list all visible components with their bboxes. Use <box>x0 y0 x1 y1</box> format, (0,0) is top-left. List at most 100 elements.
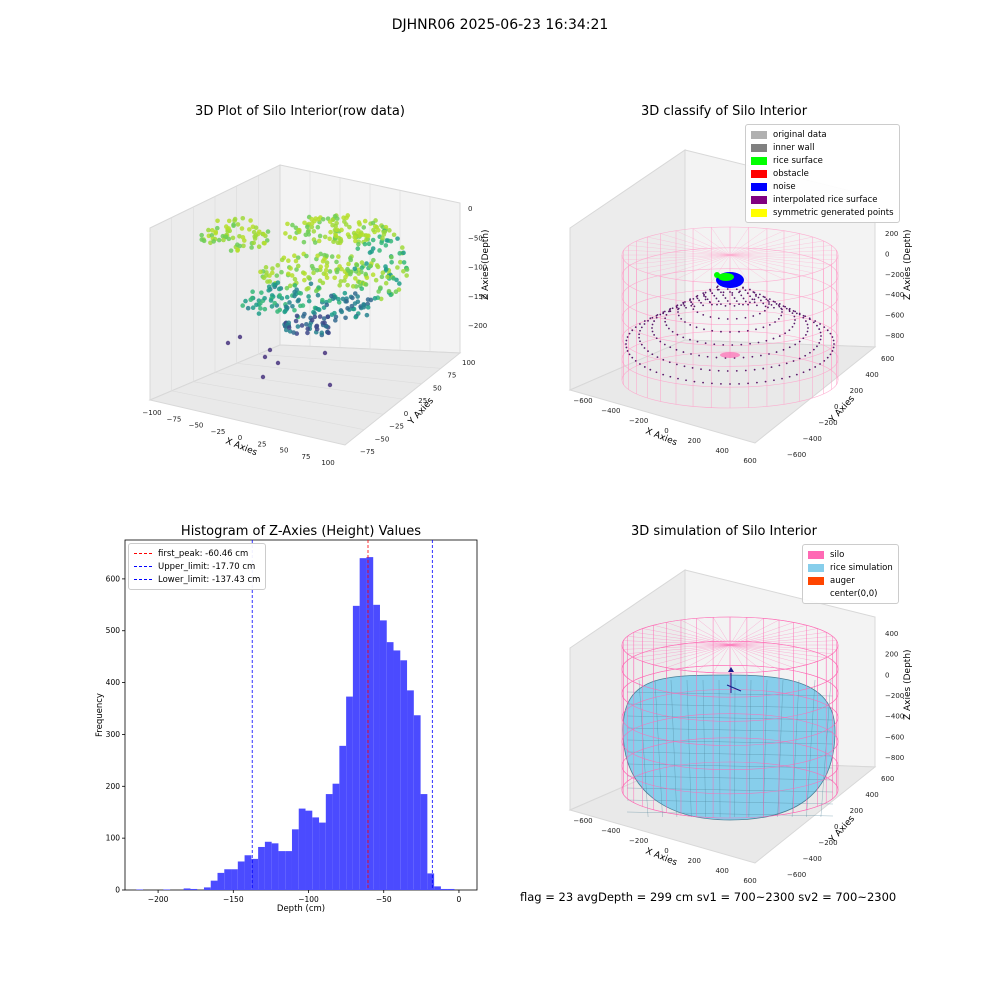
legend-swatch <box>751 130 767 139</box>
simulation-z-tick-label: −400 <box>885 713 904 721</box>
simulation-auger <box>726 667 742 693</box>
classify-z-tick-label: −200 <box>885 271 904 279</box>
raw-x-ticks: −100 −75 −50 −25 0 25 50 75 100 <box>142 409 334 465</box>
histogram-reference-lines <box>251 540 433 890</box>
histogram-bar <box>251 858 259 890</box>
histogram-bar <box>183 888 191 890</box>
classify-legend-item: symmetric generated points <box>751 206 894 219</box>
simulation-y-tick-label: 0 <box>834 823 838 831</box>
simulation-z-tick-label: −800 <box>885 754 904 762</box>
legend-line-swatch <box>134 553 152 554</box>
raw-x-tick-label: −25 <box>211 428 226 436</box>
legend-line-swatch <box>134 566 152 567</box>
legend-swatch <box>751 208 767 217</box>
legend-swatch <box>751 156 767 165</box>
raw-z-label: Z Axies (Depth) <box>481 229 491 300</box>
classify-legend-item: interpolated rice surface <box>751 193 894 206</box>
classify-y-tick-label: 400 <box>865 371 878 379</box>
legend-label: noise <box>773 181 796 192</box>
histogram-bar <box>420 794 428 890</box>
histogram-y-label: Frequency <box>95 693 105 737</box>
classify-x-tick-label: 200 <box>688 437 701 445</box>
classify-z-tick-label: 200 <box>885 230 898 238</box>
classify-legend-item: original data <box>751 128 894 141</box>
histogram-bar <box>258 846 265 890</box>
histogram-bar <box>312 817 320 890</box>
legend-line-swatch <box>134 579 152 580</box>
histogram-legend-item: first_peak: -60.46 cm <box>134 547 260 560</box>
raw-x-tick-label: 75 <box>302 453 311 461</box>
legend-swatch <box>751 182 767 191</box>
histogram-legend: first_peak: -60.46 cm Upper_limit: -17.70… <box>128 543 267 590</box>
histogram-bar <box>244 855 252 890</box>
simulation-rice-surface <box>622 674 836 821</box>
histogram-bar <box>319 822 326 890</box>
classify-legend-item: obstacle <box>751 167 894 180</box>
raw-z-tick-label: −150 <box>468 293 487 301</box>
simulation-y-tick-label: −600 <box>787 871 806 879</box>
raw-z-tick-label: 0 <box>468 205 472 213</box>
histogram-bar <box>352 605 360 890</box>
classify-y-tick-label: 200 <box>850 387 863 395</box>
histogram-bar <box>434 886 441 890</box>
simulation-x-tick-label: 400 <box>715 867 728 875</box>
simulation-z-tick-label: 200 <box>885 651 898 659</box>
simulation-z-ticks: 400 200 0 −200 −400 −600 −800 <box>885 630 904 762</box>
histogram-x-tick-label: −100 <box>298 895 319 904</box>
raw-y-tick-label: 25 <box>418 397 427 405</box>
classify-plot-title: 3D classify of Silo Interior <box>640 104 808 119</box>
classify-y-tick-label: −600 <box>787 451 806 459</box>
histogram-bar <box>407 690 414 890</box>
histogram-bar <box>379 620 387 890</box>
histogram-bar <box>332 783 340 890</box>
simulation-z-label: Z Axies (Depth) <box>903 649 913 720</box>
raw-x-tick-label: −100 <box>142 409 161 417</box>
histogram-bar <box>393 650 401 890</box>
histogram-y-tick-label: 300 <box>106 730 121 739</box>
legend-swatch <box>751 195 767 204</box>
legend-swatch <box>808 550 824 559</box>
simulation-x-tick-label: 0 <box>664 847 668 855</box>
histogram-y-tick-label: 500 <box>106 626 121 635</box>
histogram-bar <box>264 841 272 890</box>
simulation-z-tick-label: 400 <box>885 630 898 638</box>
histogram-y-tick-label: 600 <box>106 574 121 583</box>
simulation-legend-item: rice simulation <box>808 561 893 574</box>
classify-interpolated-points <box>625 282 835 385</box>
classify-y-tick-label: −400 <box>803 435 822 443</box>
simulation-x-tick-label: 200 <box>688 857 701 865</box>
classify-z-ticks: 200 0 −200 −400 −600 −800 <box>885 230 904 340</box>
legend-label: first_peak: -60.46 cm <box>158 548 249 559</box>
histogram-bar <box>237 861 245 890</box>
histogram-bar <box>413 715 421 890</box>
classify-x-tick-label: −600 <box>573 397 592 405</box>
histogram-chart: −200 −150 −100 −50 0 0 100 200 300 400 500 600 Dep… <box>95 539 478 914</box>
raw-y-tick-label: −50 <box>375 435 390 443</box>
raw-x-tick-label: 0 <box>238 434 242 442</box>
classify-y-label: Y Axies <box>827 394 857 426</box>
figure-title: DJHNR06 2025-06-23 16:34:21 <box>391 17 609 33</box>
simulation-y-tick-label: 200 <box>850 807 863 815</box>
classify-z-tick-label: −600 <box>885 312 904 320</box>
histogram-bar <box>386 642 394 890</box>
histogram-bar <box>359 558 367 890</box>
raw-z-tick-label: −200 <box>468 322 487 330</box>
histogram-legend-item: Lower_limit: -137.43 cm <box>134 573 260 586</box>
classify-x-tick-label: 0 <box>664 427 668 435</box>
legend-label: inner wall <box>773 142 815 153</box>
legend-label: rice simulation <box>830 562 893 573</box>
raw-z-tick-label: −50 <box>468 234 483 242</box>
raw-y-tick-label: −75 <box>360 448 375 456</box>
histogram-bar <box>339 745 347 890</box>
legend-label: auger <box>830 575 855 586</box>
histogram-x-tick-label: −150 <box>223 895 244 904</box>
classify-z-tick-label: 0 <box>885 250 889 258</box>
simulation-x-tick-label: −600 <box>573 817 592 825</box>
classify-x-tick-label: 400 <box>715 447 728 455</box>
raw-y-tick-label: 100 <box>462 359 475 367</box>
legend-swatch <box>808 589 824 598</box>
histogram-bar <box>224 869 232 890</box>
